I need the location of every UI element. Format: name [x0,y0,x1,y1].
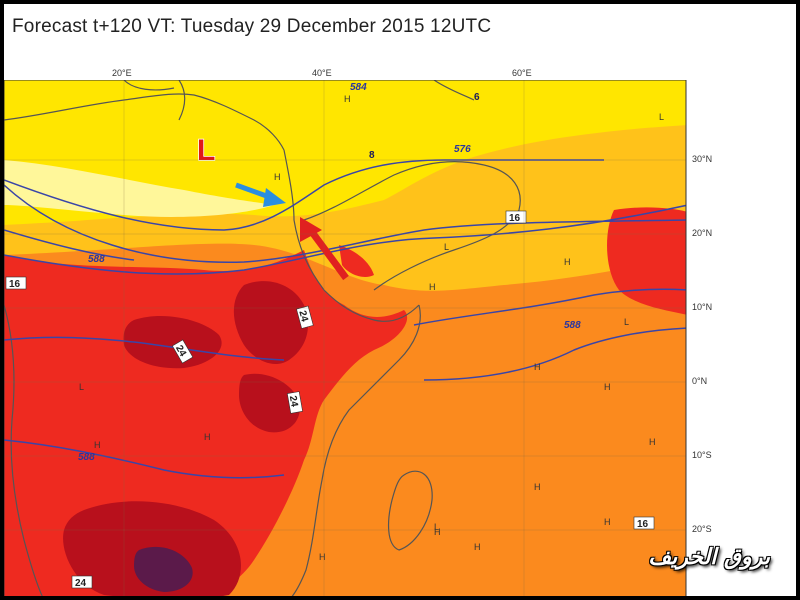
contour-label-boxed: 16 [505,210,527,224]
low-pressure-marker: L [197,134,215,167]
coastlines [4,80,521,596]
contour-label-boxed: 16 [633,516,655,530]
band-red-east [607,207,686,315]
longitude-label: 60°E [512,68,532,78]
contour-value: 24 [287,395,300,408]
contour-value: 588 [564,320,581,331]
latitude-label: 30°N [692,154,713,164]
high-pressure-symbol: H [604,517,611,527]
contour-value: 6 [474,92,480,103]
high-pressure-symbol: H [649,437,656,447]
contour-value: 24 [296,309,310,323]
watermark: بروق الخريف [648,545,770,570]
high-pressure-symbol: H [564,257,571,267]
contour-label: 8 [369,150,375,161]
contour-label-boxed: 24 [287,391,303,414]
high-pressure-symbol: H [534,482,541,492]
contour-value-labels: 584 576 588 588 588 6 8 16 16 16 24 24 2… [5,82,655,589]
red-arrow [300,217,349,281]
latitude-label: 0°N [692,376,708,386]
low-pressure-symbol: L [659,112,664,122]
high-pressure-symbol: H [204,432,211,442]
low-pressure-symbol: L [624,317,629,327]
high-pressure-symbol: H [604,382,611,392]
forecast-frame: Forecast t+120 VT: Tuesday 29 December 2… [4,4,796,596]
latitude-label: 20°S [692,524,712,534]
contour-label: 588 [78,452,95,463]
low-pressure-symbol: L [444,242,449,252]
contour-label: 588 [564,320,581,331]
blue-arrow [235,182,286,207]
band-red-arabia [339,245,374,277]
contour-value: 8 [369,150,375,161]
contour-value: 16 [9,279,21,290]
longitude-label: 40°E [312,68,332,78]
band-dark-red [233,281,309,365]
contour-value: 24 [173,343,188,359]
contour-label-boxed: 24 [71,575,93,589]
contour-value: 576 [454,144,471,155]
contour-value: 588 [88,254,105,265]
forecast-title: Forecast t+120 VT: Tuesday 29 December 2… [12,16,492,37]
band-dark-red [123,315,222,369]
band-purple [134,546,193,592]
graticule [4,80,686,596]
high-pressure-symbol: H [434,527,441,537]
latitude-label: 20°N [692,228,713,238]
longitude-label: 20°E [112,68,132,78]
contour-value: 16 [509,213,521,224]
contour-value: 588 [78,452,95,463]
high-pressure-symbol: H [344,94,351,104]
low-pressure-symbol: L [434,522,439,532]
contour-value: 24 [75,578,87,589]
contour-label-boxed: 16 [5,276,27,290]
band-gold-spot [304,191,644,234]
contour-value: 16 [637,519,649,530]
high-pressure-symbol: H [429,282,436,292]
high-pressure-symbol: H [474,542,481,552]
latitude-label: 10°N [692,302,713,312]
contour-label-boxed: 24 [171,339,194,364]
latitude-label: 10°S [692,450,712,460]
contour-label: 6 [474,92,480,103]
contour-value: 584 [350,82,367,93]
band-dark-red [239,373,300,433]
forecast-map: H H H H H H H H H H H H H H L L L L L [4,80,687,596]
high-pressure-symbol: H [94,440,101,450]
high-pressure-marks: H H H H H H H H H H H H H H L L L L L [79,94,664,562]
high-pressure-symbol: H [274,172,281,182]
contour-label: 576 [454,144,471,155]
contour-label: 588 [88,254,105,265]
contour-label: 584 [350,82,367,93]
high-pressure-symbol: H [534,362,541,372]
contour-label-boxed: 24 [296,305,314,329]
low-pressure-symbol: L [79,382,84,392]
high-pressure-symbol: H [319,552,326,562]
